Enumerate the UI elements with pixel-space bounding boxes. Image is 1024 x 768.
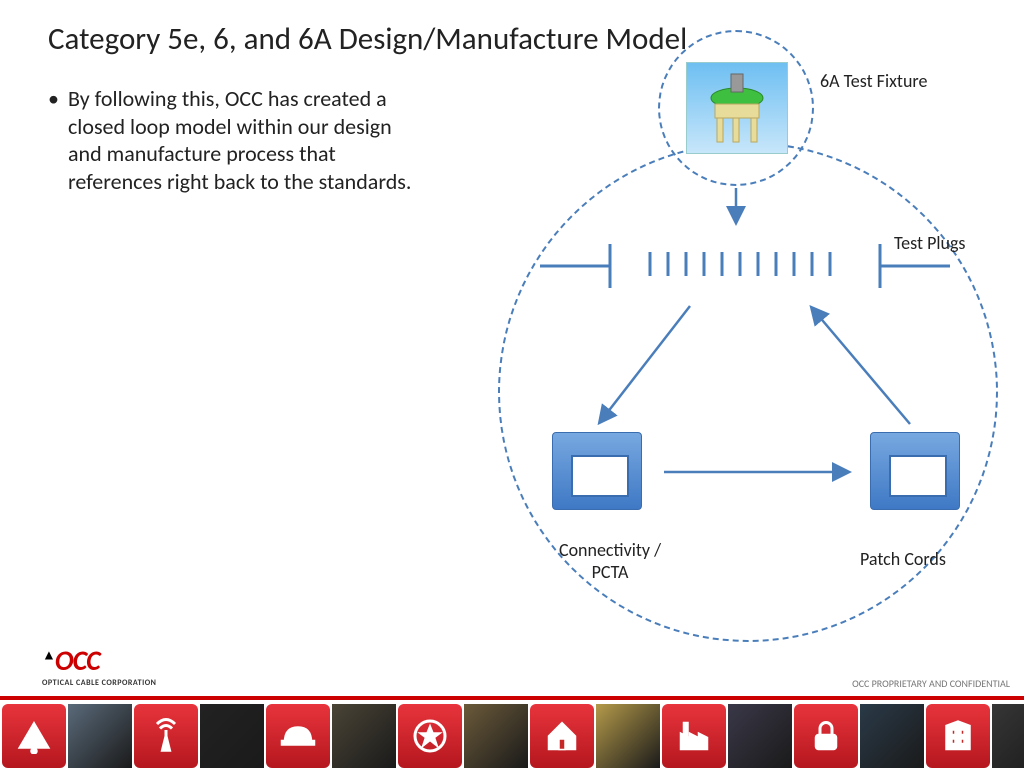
photo-tile — [596, 704, 660, 768]
hardhat-tile-icon — [266, 704, 330, 768]
photo-tile — [200, 704, 264, 768]
occ-logo: ▲OCC OPTICAL CABLE CORPORATION — [42, 643, 156, 688]
building-tile-icon — [926, 704, 990, 768]
confidential-text: OCC PROPRIETARY AND CONFIDENTIAL — [852, 677, 1010, 690]
photo-tile — [992, 704, 1024, 768]
star-tile-icon — [398, 704, 462, 768]
photo-tile — [332, 704, 396, 768]
diagram-arrows — [0, 0, 1024, 700]
lock-tile-icon — [794, 704, 858, 768]
house-tile-icon — [530, 704, 594, 768]
photo-tile — [68, 704, 132, 768]
antenna-tile-icon — [134, 704, 198, 768]
photo-tile — [860, 704, 924, 768]
photo-tile — [464, 704, 528, 768]
triangle-tile-icon — [2, 704, 66, 768]
factory-tile-icon — [662, 704, 726, 768]
photo-tile — [728, 704, 792, 768]
footer-strip — [0, 696, 1024, 768]
